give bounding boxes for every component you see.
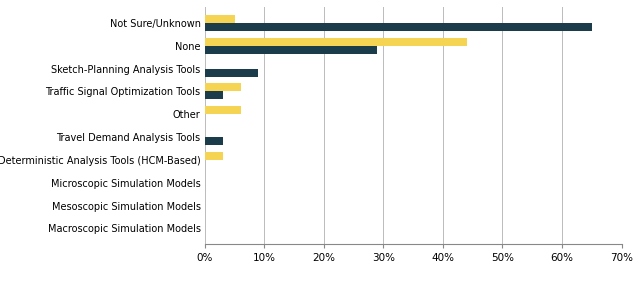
- Bar: [205, 91, 223, 100]
- Bar: [205, 83, 241, 91]
- Bar: [205, 46, 378, 54]
- Bar: [205, 23, 592, 31]
- Bar: [205, 152, 223, 160]
- Bar: [205, 137, 223, 145]
- Bar: [205, 15, 235, 23]
- Bar: [205, 38, 467, 46]
- Bar: [205, 106, 241, 114]
- Bar: [205, 69, 259, 77]
